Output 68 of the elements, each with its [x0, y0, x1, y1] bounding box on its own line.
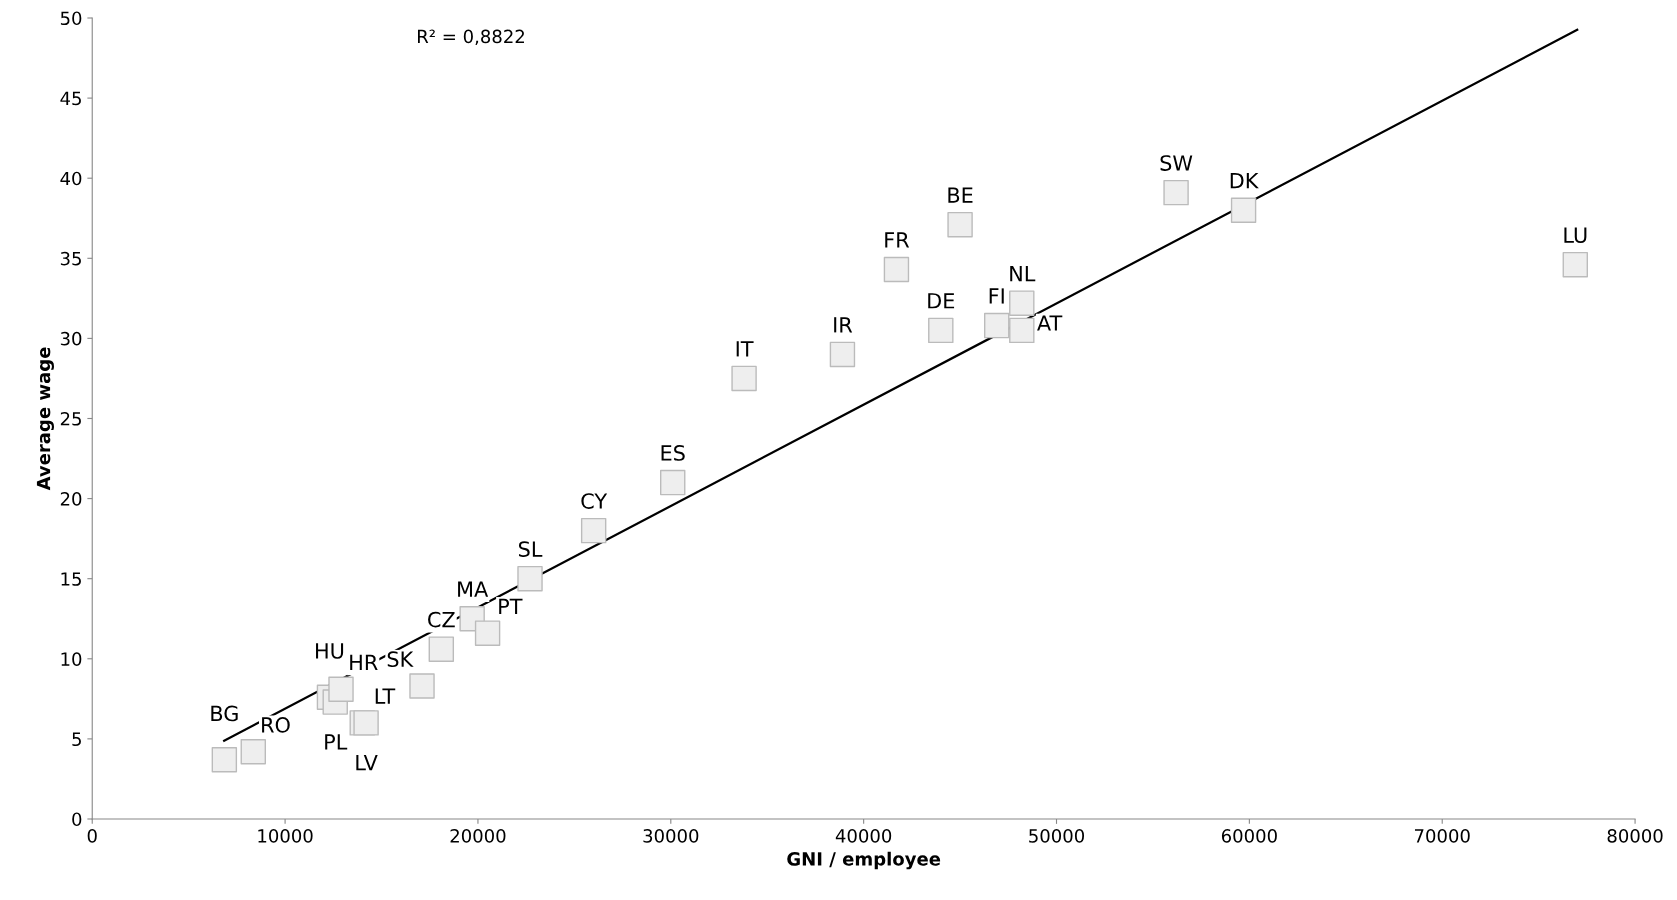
- x-tick-label: 80000: [1607, 829, 1663, 843]
- annotation: MA: [458, 581, 489, 597]
- x-tick-label: 60000: [1221, 829, 1277, 843]
- annotation: IR: [834, 317, 853, 333]
- point: [829, 341, 856, 368]
- y-tick-label: 15: [61, 572, 81, 586]
- point: [580, 517, 607, 544]
- x-tick-label: 10000: [258, 829, 313, 843]
- x-tick-label: 70000: [1414, 829, 1470, 843]
- annotation: DE: [928, 293, 955, 309]
- annotation: SK: [387, 651, 414, 668]
- annotation: PT: [499, 598, 523, 614]
- annotation: CY: [581, 493, 608, 509]
- annotation: SL: [518, 541, 543, 557]
- point: [1009, 290, 1035, 316]
- annotation: FI: [989, 288, 1004, 304]
- y-tick-label: 45: [60, 91, 81, 106]
- annotation: SW: [1160, 155, 1193, 171]
- point: [660, 469, 686, 496]
- x-tick-label: 40000: [835, 829, 892, 843]
- annotation: DK: [1230, 173, 1259, 189]
- point: [240, 738, 266, 765]
- point: [409, 673, 435, 699]
- point: [517, 565, 543, 592]
- annotation: CZ: [428, 611, 455, 628]
- annotation: PL: [325, 734, 348, 750]
- x-tick-label: 20000: [450, 829, 506, 843]
- annotation: R² = 0,8822: [418, 29, 524, 46]
- x-tick-label: 0: [87, 829, 97, 843]
- annotation: LU: [1564, 227, 1587, 243]
- annotation: RO: [262, 717, 290, 733]
- point: [1230, 197, 1257, 223]
- y-tick-label: 0: [72, 812, 82, 827]
- x-tick-label: 50000: [1029, 829, 1085, 843]
- y-axis-title: Average wage: [36, 347, 54, 491]
- annotation: LT: [375, 688, 396, 704]
- y-tick-label: 50: [60, 11, 82, 26]
- y-tick-label: 30: [60, 331, 82, 346]
- annotation: HR: [350, 654, 378, 670]
- point: [984, 312, 1010, 339]
- annotation: IT: [736, 341, 754, 357]
- point: [328, 676, 354, 702]
- annotation: LV: [356, 755, 378, 771]
- point: [474, 620, 501, 646]
- point: [428, 636, 455, 662]
- annotation: FR: [885, 232, 910, 248]
- point: [1163, 179, 1189, 206]
- point: [1009, 317, 1035, 344]
- y-tick-label: 10: [61, 652, 82, 666]
- y-tick-label: 25: [60, 411, 81, 426]
- annotation: NL: [1010, 265, 1036, 282]
- y-tick-label: 40: [60, 171, 82, 186]
- annotation: ES: [661, 445, 685, 461]
- point: [1562, 251, 1589, 278]
- y-tick-label: 20: [60, 492, 82, 506]
- x-axis-title: GNI / employee: [787, 851, 941, 870]
- point: [928, 317, 954, 344]
- annotation: HU: [316, 643, 344, 659]
- y-tick-label: 35: [60, 251, 81, 266]
- x-tick-label: 30000: [643, 829, 699, 843]
- annotation: AT: [1037, 315, 1063, 331]
- annotation: BG: [211, 705, 238, 722]
- point: [731, 365, 757, 392]
- point: [947, 211, 973, 238]
- point: [211, 747, 238, 773]
- annotation: BE: [948, 187, 973, 203]
- y-tick-label: 5: [72, 732, 81, 747]
- point: [883, 256, 910, 283]
